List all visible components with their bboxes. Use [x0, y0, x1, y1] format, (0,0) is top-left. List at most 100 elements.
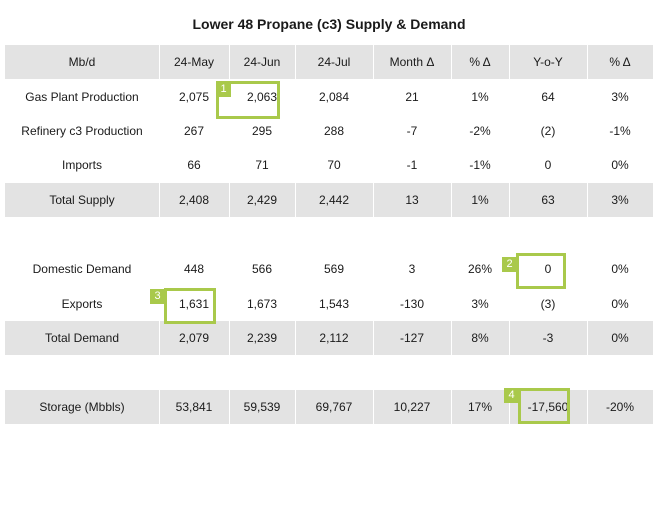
column-divider	[159, 390, 160, 424]
table-cell: 2,063	[246, 90, 278, 104]
table-cell: 64	[541, 90, 555, 104]
table-cell: 0%	[611, 262, 629, 276]
column-header: 24-Jul	[317, 55, 351, 69]
table-cell: (2)	[540, 124, 556, 138]
row-label: Imports	[61, 158, 102, 172]
table-cell: 2,442	[318, 193, 350, 207]
table-cell: 71	[255, 158, 269, 172]
table-cell: 0	[544, 262, 552, 276]
row-label: Refinery c3 Production	[21, 124, 143, 138]
table-cell: -127	[399, 331, 425, 345]
table-row: Total Supply 2,408 2,429 2,442 13 1% 63 3%	[5, 183, 653, 217]
table-cell: 1,543	[318, 297, 350, 311]
table-cell: 1%	[471, 193, 489, 207]
table-cell: 0%	[611, 158, 629, 172]
column-divider	[159, 183, 160, 217]
column-divider	[373, 390, 374, 424]
highlight-number-badge: 4	[504, 388, 519, 403]
table-cell: 1,673	[246, 297, 278, 311]
table-cell: 0%	[611, 297, 629, 311]
column-divider	[587, 390, 588, 424]
column-divider	[295, 390, 296, 424]
column-header: Y-o-Y	[533, 55, 563, 69]
highlight-number-badge: 1	[216, 82, 231, 97]
table-cell: (3)	[540, 297, 556, 311]
column-divider	[509, 183, 510, 217]
table-row: Total Demand 2,079 2,239 2,112 -127 8% -3 0%	[5, 321, 653, 355]
column-header: Mb/d	[68, 55, 96, 69]
column-divider	[159, 45, 160, 79]
column-divider	[373, 321, 374, 355]
table-cell: 3%	[611, 90, 629, 104]
table-cell: 267	[183, 124, 205, 138]
header-row: Mb/d 24-May 24-Jun 24-Jul Month Δ % Δ Y-o-Y % Δ	[5, 45, 653, 79]
table-cell: 295	[251, 124, 273, 138]
column-divider	[229, 390, 230, 424]
column-divider	[509, 321, 510, 355]
table-cell: 2,112	[319, 331, 349, 345]
table-cell: 3	[408, 262, 416, 276]
column-divider	[159, 321, 160, 355]
column-divider	[229, 183, 230, 217]
table-cell: 8%	[471, 331, 489, 345]
table-cell: 26%	[467, 262, 493, 276]
table-cell: 63	[541, 193, 555, 207]
column-divider	[451, 390, 452, 424]
table-cell: 2,084	[318, 90, 350, 104]
column-header: 24-May	[173, 55, 214, 69]
table-cell: 17%	[467, 400, 493, 414]
table-row: Imports 66 71 70 -1 -1% 0 0%	[5, 148, 653, 182]
column-divider	[229, 321, 230, 355]
column-divider	[373, 183, 374, 217]
row-label: Storage (Mbbls)	[39, 400, 125, 414]
table-cell: 2,075	[178, 90, 210, 104]
table-cell: 2,239	[246, 331, 278, 345]
highlight-box	[164, 288, 216, 324]
highlight-box	[216, 81, 280, 119]
row-label: Domestic Demand	[32, 262, 132, 276]
table-cell: 66	[187, 158, 201, 172]
column-divider	[587, 321, 588, 355]
table-cell: -1%	[609, 124, 631, 138]
highlight-box	[518, 388, 570, 424]
column-divider	[451, 321, 452, 355]
column-header: % Δ	[609, 55, 631, 69]
table-cell: 2,079	[178, 331, 210, 345]
column-divider	[295, 321, 296, 355]
column-divider	[451, 45, 452, 79]
table-cell: 2,429	[246, 193, 278, 207]
column-header: Month Δ	[389, 55, 435, 69]
column-divider	[451, 183, 452, 217]
row-label: Total Supply	[49, 193, 115, 207]
table-cell: 2,408	[178, 193, 210, 207]
table-cell: -2%	[469, 124, 491, 138]
table-cell: 3%	[611, 193, 629, 207]
table-cell: 13	[405, 193, 419, 207]
column-header: 24-Jun	[243, 55, 281, 69]
row-label: Total Demand	[44, 331, 120, 345]
table-cell: 3%	[471, 297, 489, 311]
column-divider	[509, 390, 510, 424]
table-cell: 448	[183, 262, 205, 276]
table-row: Exports 1,631 1,673 1,543 -130 3% (3) 0%	[5, 287, 653, 321]
table-row: Refinery c3 Production 267 295 288 -7 -2% (2) -…	[5, 114, 653, 148]
column-divider	[373, 45, 374, 79]
table-cell: -20%	[605, 400, 634, 414]
table-cell: 288	[323, 124, 345, 138]
column-divider	[509, 45, 510, 79]
table-cell: 1%	[471, 90, 489, 104]
table-cell: 10,227	[393, 400, 431, 414]
table-row: Storage (Mbbls) 53,841 59,539 69,767 10,227 1…	[5, 390, 653, 424]
table-cell: 69,767	[315, 400, 353, 414]
column-header: % Δ	[469, 55, 491, 69]
table-cell: 1,631	[178, 297, 210, 311]
table-cell: 21	[405, 90, 419, 104]
table-row: Domestic Demand 448 566 569 3 26% 0 0%	[5, 252, 653, 286]
column-divider	[229, 45, 230, 79]
column-divider	[295, 45, 296, 79]
column-divider	[295, 183, 296, 217]
table-row: Gas Plant Production 2,075 2,063 2,084 21 1% 6…	[5, 80, 653, 114]
table-title: Lower 48 Propane (c3) Supply & Demand	[192, 16, 466, 32]
table-cell: -7	[406, 124, 418, 138]
table-cell: 53,841	[175, 400, 213, 414]
